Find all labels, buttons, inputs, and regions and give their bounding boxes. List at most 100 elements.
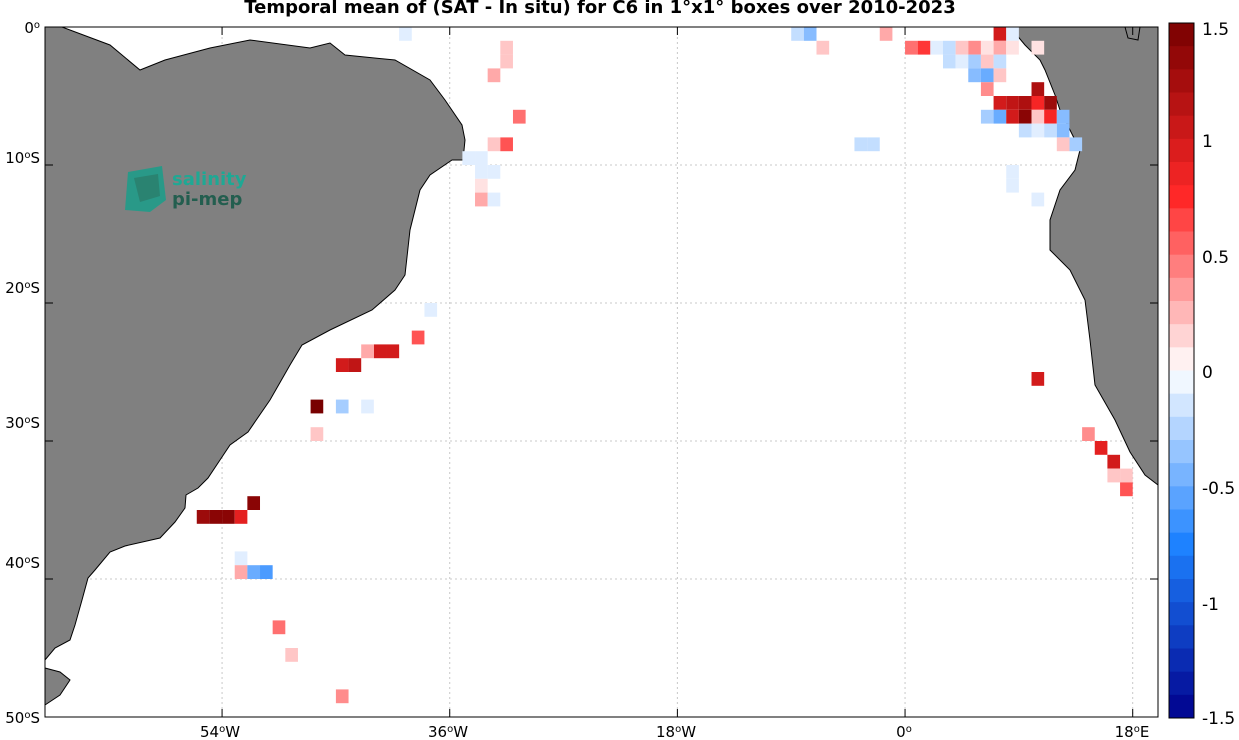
data-cell [247,496,261,510]
data-cell [335,399,349,414]
data-cell [196,510,210,524]
logo-line2: pi-mep [172,189,242,210]
data-cell [980,82,994,96]
data-cell [993,54,1007,69]
colorbar-segment [1169,555,1194,580]
x-tick-label: 18oW [656,723,696,740]
colorbar-segment [1169,301,1194,325]
data-cell [1056,123,1070,138]
colorbar-segment [1169,231,1194,256]
colorbar-label: 1 [1202,132,1213,152]
data-cell [475,165,488,179]
data-cell [867,137,880,152]
y-tick-label: 20oS [5,279,40,297]
colorbar-segment [1169,46,1194,70]
data-cell [1120,482,1133,497]
colorbar-segment [1169,162,1194,186]
data-cell [361,399,374,414]
y-tick-label: 10oS [5,149,40,167]
logo-line1: salinity [172,169,247,190]
data-cell [879,27,893,41]
data-cell [1031,372,1045,386]
data-cell [475,151,488,165]
data-cell [942,54,956,69]
data-cell [1006,178,1019,193]
data-cell [411,330,425,345]
salinity-pi-mep-logo: salinity pi-mep [125,166,247,212]
data-cell [816,40,830,55]
colorbar-segment [1169,509,1194,534]
data-cell [399,27,412,41]
colorbar-segment [1169,254,1194,279]
map-title: Temporal mean of (SAT - In situ) for C6 … [244,0,956,18]
data-cell [1006,165,1019,179]
colorbar-segment [1169,393,1194,418]
data-cell [1006,109,1019,124]
y-axis-labels: 0o 10oS 20oS 30oS 40oS 50oS [5,19,40,727]
data-cell [980,109,994,124]
data-cell [1018,109,1032,124]
colorbar-label: 0.5 [1202,248,1229,268]
data-cell [1018,123,1032,138]
colorbar-segment [1169,440,1194,464]
data-cell [1120,468,1133,483]
colorbar [1169,23,1194,719]
data-cell [791,27,804,41]
africa-land [1008,26,1159,487]
y-tick-label: 40oS [5,554,40,572]
data-cell [980,40,994,55]
data-cell [968,54,981,69]
colorbar-label: 0 [1202,363,1213,383]
data-cell [475,178,488,193]
data-cells [196,27,1133,704]
colorbar-segment [1169,416,1194,441]
data-cell [1107,454,1121,469]
data-cell [993,109,1007,124]
data-cell [487,68,501,83]
data-cell [1031,109,1045,124]
data-cell [1044,109,1057,124]
colorbar-segment [1169,23,1194,47]
colorbar-segment [1169,208,1194,232]
data-cell [272,620,286,635]
colorbar-label: -1.5 [1202,709,1235,729]
data-cell [310,399,324,414]
colorbar-segment [1169,625,1194,649]
data-cell [980,68,994,83]
data-cell [993,68,1007,83]
data-cell [955,40,969,55]
data-cell [1056,137,1070,152]
data-cell [260,565,273,579]
colorbar-segment [1169,463,1194,487]
data-cell [917,40,931,55]
data-cell [234,565,248,579]
colorbar-segment [1169,671,1194,696]
colorbar-segment [1169,370,1194,395]
data-cell [905,40,918,55]
data-cell [285,648,298,662]
data-cell [487,137,501,152]
colorbar-segment [1169,69,1194,93]
data-cell [487,192,501,207]
colorbar-frame [1168,22,1195,719]
data-cell [1044,123,1057,138]
data-cell [424,303,438,317]
data-cell [930,40,943,55]
data-cell [487,165,501,179]
data-cell [500,54,513,69]
data-cell [335,689,349,704]
data-cell [1006,40,1019,55]
y-tick-label: 30oS [5,414,40,432]
data-cell [955,54,969,69]
colorbar-segment [1169,648,1194,673]
data-cell [500,40,513,55]
colorbar-label: -1 [1202,595,1219,615]
colorbar-segment [1169,185,1194,209]
data-cell [386,344,400,359]
tick-marks [45,26,1158,718]
data-cell [1031,96,1045,110]
colorbar-segment [1169,579,1194,603]
colorbar-segment [1169,347,1194,371]
colorbar-segment [1169,694,1194,719]
